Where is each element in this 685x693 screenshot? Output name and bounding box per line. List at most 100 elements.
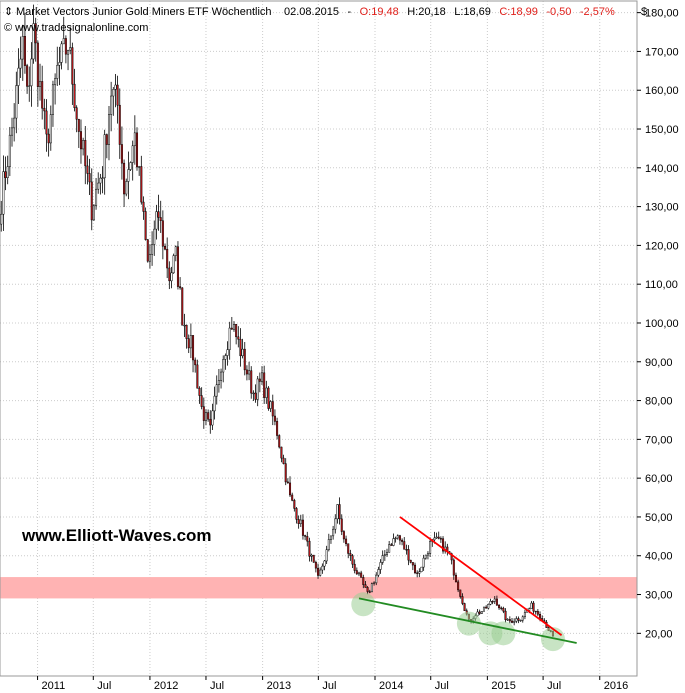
candle-up <box>211 410 214 426</box>
candle-up <box>155 211 158 230</box>
candle-down <box>442 538 445 552</box>
candle-up <box>32 23 35 60</box>
candle-down <box>364 584 367 588</box>
candle-down <box>45 110 48 135</box>
candle-up <box>248 370 251 375</box>
candle-up <box>6 166 9 178</box>
candle-up <box>15 85 18 119</box>
candle-down <box>340 518 343 532</box>
candle-up <box>375 574 378 584</box>
chart-date: 02.08.2015 <box>284 6 339 18</box>
candle-up <box>323 560 326 567</box>
candle-up <box>435 536 438 539</box>
candle-down <box>437 536 440 539</box>
candle-up <box>228 327 231 350</box>
currency-label: $ <box>641 6 647 18</box>
candle-down <box>159 217 162 221</box>
candle-down <box>317 567 320 576</box>
candle-up <box>189 335 192 349</box>
y-tick-label: 160,00 <box>645 85 679 97</box>
candle-down <box>245 369 248 375</box>
candle-down <box>308 540 311 557</box>
candle-up <box>172 255 175 274</box>
candle-up <box>133 132 136 147</box>
candle-down <box>398 535 401 541</box>
x-tick-label: Jul <box>547 680 561 692</box>
candle-down <box>450 553 453 561</box>
x-axis: 2011 Jul 2012 Jul 2013 Jul 2014 Jul 2015 Jul 2016 <box>37 676 628 692</box>
candle-up <box>519 619 522 622</box>
candle-down <box>338 504 341 520</box>
support-trendline <box>358 597 577 644</box>
candle-down <box>4 171 7 178</box>
candle-up <box>183 324 186 327</box>
candle-up <box>420 566 423 572</box>
y-tick-label: 120,00 <box>645 240 679 252</box>
y-tick-label: 60,00 <box>645 473 673 485</box>
candle-down <box>73 83 76 108</box>
candle-up <box>422 557 425 568</box>
candle-down <box>360 572 363 578</box>
candle-down <box>276 421 279 436</box>
candle-down <box>306 536 309 542</box>
candle-up <box>480 611 483 614</box>
candle-up <box>489 601 492 605</box>
candle-down <box>297 519 300 525</box>
candle-up <box>429 541 432 554</box>
candle-up <box>11 127 14 136</box>
candle-up <box>174 246 177 256</box>
candle-up <box>241 348 244 357</box>
candle-down <box>239 338 242 357</box>
candle-up <box>95 188 98 207</box>
candle-up <box>151 244 154 255</box>
y-tick-label: 40,00 <box>645 551 673 563</box>
x-tick-label: 2016 <box>604 680 628 692</box>
touch-circle <box>351 592 376 617</box>
candle-down <box>43 107 46 112</box>
y-tick-label: 100,00 <box>645 318 679 330</box>
candle-down <box>390 544 393 546</box>
candle-down <box>439 538 442 540</box>
candle-up <box>426 553 429 556</box>
candle-down <box>278 435 281 448</box>
candle-up <box>319 569 322 576</box>
candle-up <box>131 145 134 163</box>
candle-down <box>495 598 498 606</box>
candle-up <box>493 598 496 602</box>
candle-down <box>353 563 356 571</box>
candle-up <box>321 565 324 571</box>
candle-down <box>144 211 147 240</box>
candle-up <box>114 84 117 90</box>
candle-up <box>110 95 113 115</box>
candle-up <box>30 58 33 87</box>
candle-down <box>23 36 26 66</box>
candle-down <box>140 166 143 203</box>
candle-down <box>508 619 511 622</box>
candle-down <box>84 140 87 167</box>
candle-down <box>349 553 352 556</box>
candle-up <box>424 554 427 559</box>
x-tick-label: Jul <box>97 680 111 692</box>
y-tick-label: 80,00 <box>645 396 673 408</box>
y-tick-label: 70,00 <box>645 434 673 446</box>
close-value: C:18,99 <box>499 6 538 18</box>
change-value: -0,50 <box>546 6 571 18</box>
candle-up <box>530 602 533 609</box>
candle-up <box>252 392 255 395</box>
candle-down <box>47 133 50 144</box>
copyright-text: © www.tradesignalonline.com <box>4 22 148 34</box>
candle-down <box>263 372 266 398</box>
candle-up <box>8 134 11 167</box>
candle-down <box>202 406 205 421</box>
candle-up <box>269 401 272 409</box>
candle-down <box>536 611 539 615</box>
y-tick-label: 140,00 <box>645 163 679 175</box>
candle-down <box>185 324 188 339</box>
candle-down <box>314 562 317 569</box>
candle-up <box>125 181 128 195</box>
candle-up <box>261 372 264 382</box>
candle-up <box>224 355 227 360</box>
candle-down <box>118 104 121 145</box>
candle-up <box>39 81 42 87</box>
candle-down <box>64 38 67 55</box>
